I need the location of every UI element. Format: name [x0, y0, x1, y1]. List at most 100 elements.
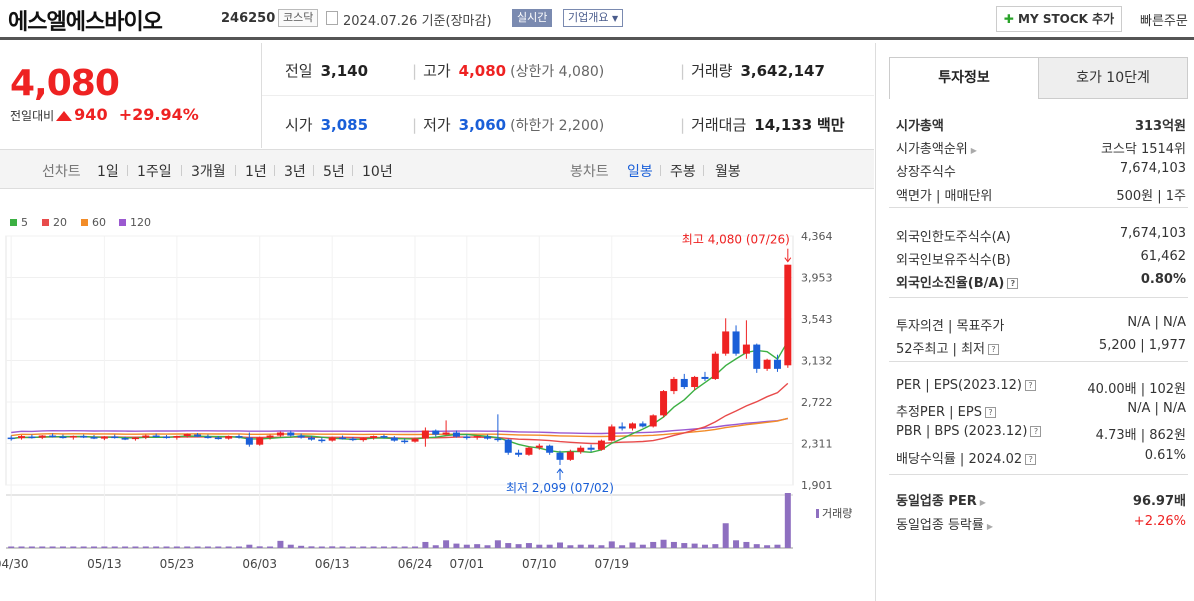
candle	[183, 434, 191, 437]
tab-invest-info[interactable]: 투자정보	[889, 57, 1039, 99]
info-value: 7,674,103	[1119, 226, 1186, 241]
info-label: 외국인한도주식수(A)	[896, 230, 1011, 245]
volume-bar	[536, 544, 543, 548]
info-label: 52주최고 | 최저	[896, 342, 985, 357]
volume-bar	[267, 546, 274, 548]
stock-name: 에스엘에스바이오	[8, 10, 163, 35]
info-value: N/A | N/A	[1127, 401, 1186, 416]
info-row: 외국인한도주식수(A) 7,674,103	[896, 226, 1186, 246]
calendar-icon	[326, 11, 338, 25]
candle	[421, 430, 429, 439]
candle	[432, 430, 440, 435]
tab-3y[interactable]: 3년	[284, 164, 306, 180]
info-row[interactable]: 동일업종 등락률 ▶ +2.26%	[896, 514, 1186, 534]
help-icon[interactable]: ?	[1007, 278, 1019, 289]
help-icon[interactable]: ?	[1024, 380, 1036, 391]
ma-line-120	[11, 417, 788, 435]
candle	[7, 437, 15, 440]
low-arrowhead-icon	[556, 468, 564, 474]
tab-daily[interactable]: 일봉	[627, 164, 653, 180]
candle	[276, 432, 284, 436]
volume-bar	[163, 546, 170, 548]
legend-ma120: 120	[119, 216, 151, 229]
legend-ma5: 5	[10, 216, 28, 229]
plus-icon: ✚	[1003, 12, 1014, 26]
info-label: 추정PER | EPS	[896, 405, 982, 420]
add-my-stock-button[interactable]: ✚ MY STOCK 추가	[996, 6, 1122, 32]
info-row: 상장주식수 7,674,103	[896, 161, 1186, 181]
volume-bar	[764, 545, 771, 548]
volume-bar	[101, 546, 108, 548]
info-value: 61,462	[1140, 249, 1187, 264]
volume-bar	[132, 546, 139, 548]
candle	[742, 344, 750, 354]
tab-10y[interactable]: 10년	[362, 164, 393, 180]
volume-bar	[412, 546, 419, 548]
current-price-box: 4,080 전일대비 940 +29.94%	[0, 43, 262, 148]
volume-bar	[142, 546, 149, 548]
volume-bar	[557, 542, 564, 548]
candle	[401, 440, 409, 443]
tab-3m[interactable]: 3개월	[191, 164, 226, 180]
volume-bar	[494, 540, 501, 548]
info-row[interactable]: 시가총액순위 ▶ 코스닥 1514위	[896, 138, 1186, 158]
divider	[889, 361, 1188, 362]
candle	[131, 437, 139, 440]
company-overview-dropdown[interactable]: 기업개요 ▼	[563, 9, 624, 27]
volume-bar	[111, 546, 118, 548]
volume-bar	[256, 546, 263, 548]
help-icon[interactable]: ?	[1025, 454, 1037, 465]
x-tick-label: 05/13	[87, 557, 122, 571]
info-row: PER | EPS(2023.12)? 40.00배 | 102원	[896, 378, 1186, 398]
tab-5y[interactable]: 5년	[323, 164, 345, 180]
candle	[339, 437, 347, 440]
stock-header: 에스엘에스바이오 246250 코스닥 2024.07.26 기준(장마감) 실…	[0, 0, 1194, 40]
candle-chart-svg: 4,364 3,953 3,543 3,132 2,722 2,311 1,901 04/30…	[0, 230, 833, 571]
quick-order-link[interactable]: 빠른주문	[1140, 14, 1188, 29]
volume-bar	[660, 539, 667, 548]
volume-bar	[8, 546, 15, 548]
tab-1y[interactable]: 1년	[245, 164, 267, 180]
volume-bar	[505, 543, 512, 548]
candle	[90, 437, 98, 439]
volume-bar	[235, 546, 242, 548]
volume-bar	[349, 546, 356, 548]
volume-bar	[588, 544, 595, 548]
volume-bar	[691, 543, 698, 548]
help-icon[interactable]: ?	[984, 407, 996, 418]
candle	[753, 344, 761, 369]
candle	[473, 436, 481, 438]
info-label: 시가총액	[896, 119, 944, 134]
y-tick-label: 1,901	[801, 479, 833, 492]
tab-weekly[interactable]: 주봉	[670, 164, 696, 180]
help-icon[interactable]: ?	[988, 344, 999, 355]
info-label: 동일업종 PER	[896, 494, 977, 509]
tab-1w[interactable]: 1주일	[137, 164, 172, 180]
volume-bar	[733, 540, 740, 548]
tab-1d[interactable]: 1일	[97, 164, 119, 180]
info-row[interactable]: 동일업종 PER ▶ 96.97배	[896, 490, 1186, 510]
info-row: 외국인보유주식수(B) 61,462	[896, 249, 1186, 269]
tab-orderbook-10[interactable]: 호가 10단계	[1038, 57, 1188, 99]
low-annotation: 최저 2,099 (07/02)	[506, 481, 614, 495]
info-value: 5,200 | 1,977	[1098, 338, 1186, 353]
volume-bar	[298, 545, 305, 548]
volume-bar	[225, 546, 232, 548]
info-row: 시가총액 313억원	[896, 115, 1186, 135]
info-value: 500원 | 1주	[1116, 189, 1186, 204]
info-value: 0.80%	[1140, 272, 1186, 287]
volume-bar	[608, 541, 615, 548]
candle	[732, 331, 740, 354]
help-icon[interactable]: ?	[1030, 426, 1042, 437]
candle	[639, 423, 647, 427]
realtime-button[interactable]: 실시간	[512, 9, 553, 27]
candle	[163, 436, 171, 439]
info-label: 동일업종 등락률	[896, 518, 984, 533]
volume-label: 거래량	[816, 505, 852, 521]
price-chart[interactable]: 5 20 60 120 4,364 3,953 3,543 3,132 2,722 2,3…	[0, 190, 874, 601]
volume-bar	[277, 540, 284, 548]
volume-bar	[422, 541, 429, 548]
tab-monthly[interactable]: 월봉	[715, 164, 741, 180]
candle	[577, 447, 585, 452]
